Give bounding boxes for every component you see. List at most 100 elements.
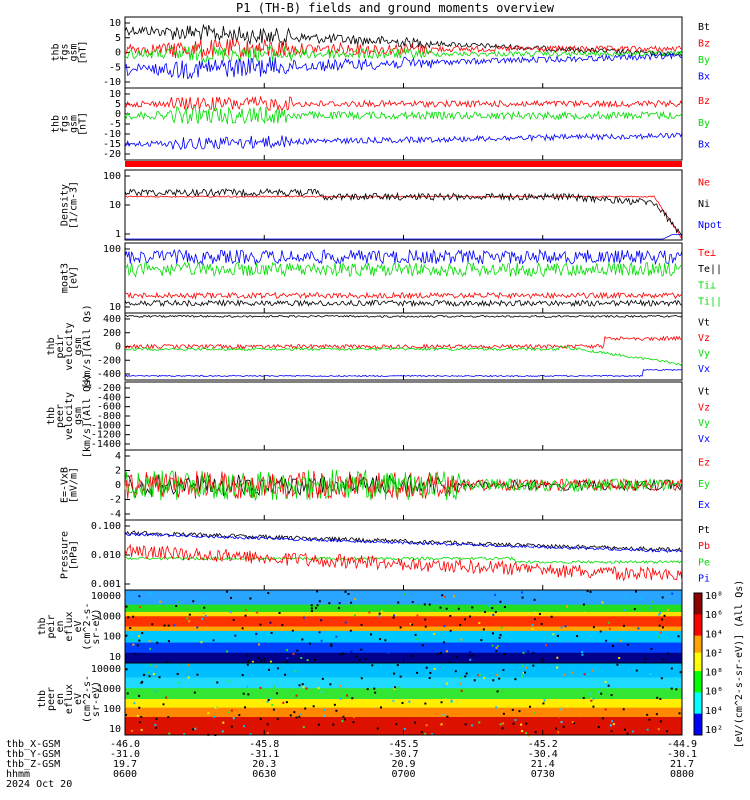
panel-frame [124,87,683,161]
spectrogram-pixel [597,725,600,728]
spectrogram-pixel [137,635,140,638]
spectrogram-pixel [266,700,269,703]
spectrogram-pixel [176,601,179,604]
ytick-label: 0 [115,480,121,491]
spectrogram-pixel [396,664,399,667]
spectrogram-pixel [270,631,273,634]
spectrogram-pixel [247,660,250,663]
spectrogram-pixel [376,727,379,730]
footer-value: -30.4 [528,749,558,760]
spectrogram-pixel [532,664,535,667]
series-bx [124,52,683,80]
spectrogram-pixel [159,600,162,603]
spectrogram-pixel [411,601,414,604]
colorbar-band [694,692,702,715]
spectrogram-pixel [318,631,321,634]
spectrogram-pixel [178,681,181,684]
spectrogram-pixel [246,685,249,688]
spectrogram-pixel [226,590,229,593]
spectrogram-pixel [226,634,229,637]
spectrogram-pixel [340,653,343,656]
spectrogram-pixel [304,707,307,710]
spectrogram-pixel [313,658,316,661]
spectrogram-pixel [338,602,341,605]
spectrogram-pixel [257,656,260,659]
spectrogram-pixel [241,674,244,677]
spectrogram-pixel [527,650,530,653]
colorbar-tick: 10⁸ [705,668,723,679]
spectrogram-pixel [677,635,680,638]
spectrogram-pixel [346,694,349,697]
spectrogram-pixel [416,671,419,674]
spectrogram-pixel [425,724,428,727]
spectrogram-pixel [343,718,346,721]
spectrogram-pixel [604,680,607,683]
ytick-label: 0 [115,342,121,353]
spectrogram-pixel [610,694,613,697]
spectrogram-pixel [550,615,553,618]
spectrogram-pixel [659,611,662,614]
spectrogram-pixel [609,724,612,727]
footer-row-label: thb_Y-GSM [6,749,60,760]
spectrogram-pixel [301,638,304,641]
footer-value: -30.1 [667,749,697,760]
spectrogram-pixel [317,723,320,726]
spectrogram-pixel [433,667,436,670]
spectrogram-band [125,630,682,644]
spectrogram-pixel [648,718,651,721]
ylabel-line: fgs [60,115,71,133]
spectrogram-pixel [289,714,292,717]
spectrogram-pixel [439,606,442,609]
ytick-label: -800 [97,411,121,422]
panel-frame [124,381,683,451]
spectrogram-pixel [492,613,495,616]
spectrogram-pixel [556,666,559,669]
spectrogram-pixel [464,723,467,726]
spectrogram-pixel [173,624,176,627]
spectrogram-pixel [352,721,355,724]
colorbar: 10⁸ 10⁶ 10⁴ 10² 10⁸ 10⁶ 10⁴ 10² [eV/(cm^2-s-sr-e… [693,580,745,748]
spectrogram-pixel [620,639,623,642]
series-pb [124,543,683,582]
spectrogram-pixel [552,633,555,636]
spectrogram-pixel [567,640,570,643]
spectrogram-pixel [125,605,128,608]
spectrogram-pixel [244,614,247,617]
spectrogram-pixel [502,603,505,606]
spectrogram-pixel [491,632,494,635]
spectrogram-pixel [266,723,269,726]
ytick-label: 100 [103,171,121,182]
ylabel-line: eV [73,620,84,632]
spectrogram-pixel [656,696,659,699]
spectrogram-pixel [572,722,575,725]
spectrogram-pixel [478,721,481,724]
series-ti-par [124,261,683,278]
spectrogram-pixel [411,623,414,626]
ytick-label: 1000 [97,684,121,695]
spectrogram-pixel [570,632,573,635]
spectrogram-pixel [149,592,152,595]
spectrogram-pixel [154,726,157,729]
spectrogram-pixel [590,698,593,701]
spectrogram-pixel [378,612,381,615]
ylabel-line: Density [60,184,71,226]
series-vy [124,345,683,366]
spectrogram-pixel [134,652,137,655]
spectrogram-pixel [154,690,157,693]
legend-vy: Vy [698,349,710,360]
ytick-label: 4 [115,451,121,462]
spectrogram-pixel [342,652,345,655]
spectrogram-pixel [293,711,296,714]
spectrogram-pixel [661,658,664,661]
ylabel-line: velocity [64,322,75,370]
spectrogram-pixel [318,600,321,603]
spectrogram-pixel [631,730,634,733]
legend-vz: Vz [698,333,710,344]
spectrogram-pixel [296,649,299,652]
spectrogram-pixel [374,691,377,694]
spectrogram-pixel [607,684,610,687]
spectrogram-pixel [229,611,232,614]
spectrogram-pixel [440,701,443,704]
spectrogram-pixel [333,703,336,706]
